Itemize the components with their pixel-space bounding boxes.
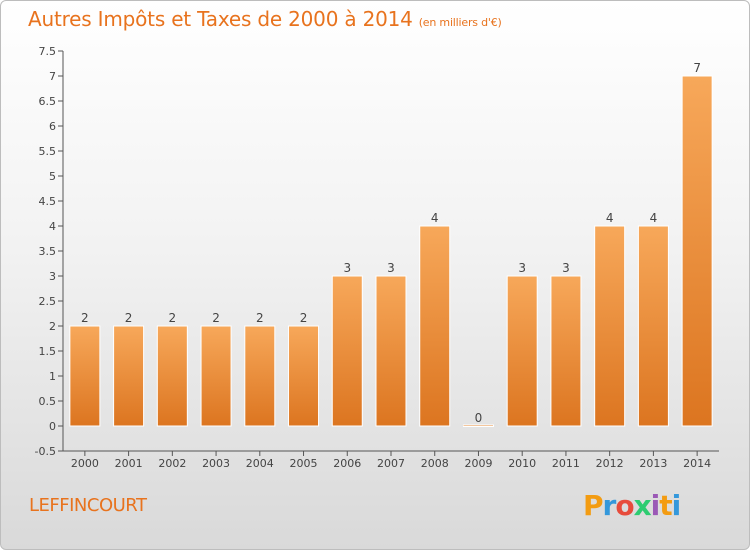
bars: 2 2 2 2 2 2 3 3 4 0 3 3 4 4 7 <box>69 61 713 427</box>
y-tick-label: 2 <box>49 320 56 333</box>
x-tick-label: 2004 <box>246 457 274 470</box>
chart-title-text: Autres Impôts et Taxes de 2000 à 2014 <box>28 7 413 31</box>
x-tick-label: 2008 <box>421 457 449 470</box>
bar-value-label: 4 <box>650 211 658 225</box>
x-tick-label: 2009 <box>464 457 492 470</box>
bar-2001 <box>113 325 145 427</box>
logo-letter: r <box>602 489 617 522</box>
bar-value-label: 7 <box>693 61 701 75</box>
x-tick-label: 2013 <box>639 457 667 470</box>
bar-value-label: 2 <box>125 311 133 325</box>
y-tick-label: 2.5 <box>39 295 57 308</box>
y-tick-label: -0.5 <box>35 445 56 458</box>
x-tick-label: 2014 <box>683 457 711 470</box>
bar-value-label: 2 <box>256 311 264 325</box>
y-tick-label: 6.5 <box>39 95 57 108</box>
logo-letter: P <box>583 489 604 522</box>
bar-value-label: 2 <box>169 311 177 325</box>
x-tick-label: 2005 <box>290 457 318 470</box>
bar-2010 <box>506 275 538 427</box>
bar-value-label: 2 <box>300 311 308 325</box>
y-tick-label: 3.5 <box>39 245 57 258</box>
bar-2008 <box>419 225 451 427</box>
y-tick-label: 7 <box>49 70 56 83</box>
y-tick-label: 0.5 <box>39 395 57 408</box>
bar-value-label: 3 <box>518 261 526 275</box>
y-tick-label: 5 <box>49 170 56 183</box>
logo-letter: i <box>650 489 661 522</box>
x-tick-label: 2012 <box>596 457 624 470</box>
bar-2003 <box>200 325 232 427</box>
y-tick-label: 6 <box>49 120 56 133</box>
bar-2007 <box>375 275 407 427</box>
x-tick-label: 2000 <box>71 457 99 470</box>
bar-value-label: 3 <box>387 261 395 275</box>
x-tick-label: 2010 <box>508 457 536 470</box>
y-tick-label: 0 <box>49 420 56 433</box>
bar-2009 <box>462 424 494 427</box>
bar-2014 <box>681 75 713 427</box>
x-tick-label: 2002 <box>158 457 186 470</box>
x-tick-label: 2001 <box>115 457 143 470</box>
bar-2005 <box>288 325 320 427</box>
y-tick-label: 5.5 <box>39 145 57 158</box>
y-tick-label: 1.5 <box>39 345 57 358</box>
bar-2012 <box>594 225 626 427</box>
unit-note: (en milliers d'€) <box>418 16 502 29</box>
commune-name: LEFFINCOURT <box>29 495 147 516</box>
x-tick-label: 2006 <box>333 457 361 470</box>
bar-2004 <box>244 325 276 427</box>
bar-value-label: 4 <box>431 211 439 225</box>
x-tick-label: 2003 <box>202 457 230 470</box>
y-tick-label: 4.5 <box>39 195 57 208</box>
bar-value-label: 3 <box>343 261 351 275</box>
bar-2000 <box>69 325 101 427</box>
bar-2013 <box>637 225 669 427</box>
logo-letter: i <box>671 489 682 522</box>
logo-letter: t <box>659 489 672 522</box>
bar-value-label: 3 <box>562 261 570 275</box>
y-tick-label: 3 <box>49 270 56 283</box>
bar-2002 <box>156 325 188 427</box>
proxiti-logo: Proxiti <box>583 489 682 522</box>
x-tick-label: 2007 <box>377 457 405 470</box>
y-tick-label: 4 <box>49 220 56 233</box>
axes: -0.5 0 0.5 1 1.5 2 2.5 3 3.5 4 4.5 5 5.5 6 6.5 7 7.5 2000… <box>35 45 719 470</box>
chart-title: Autres Impôts et Taxes de 2000 à 2014 (en… <box>28 7 502 31</box>
bar-value-label: 2 <box>212 311 220 325</box>
logo-letter: o <box>615 489 634 522</box>
y-tick-label: 1 <box>49 370 56 383</box>
bar-value-label: 4 <box>606 211 614 225</box>
bar-value-label: 2 <box>81 311 89 325</box>
bar-value-label: 0 <box>475 411 483 425</box>
bar-2011 <box>550 275 582 427</box>
y-tick-label: 7.5 <box>39 45 57 58</box>
bar-2006 <box>331 275 363 427</box>
x-tick-label: 2011 <box>552 457 580 470</box>
logo-letter: x <box>633 489 652 522</box>
